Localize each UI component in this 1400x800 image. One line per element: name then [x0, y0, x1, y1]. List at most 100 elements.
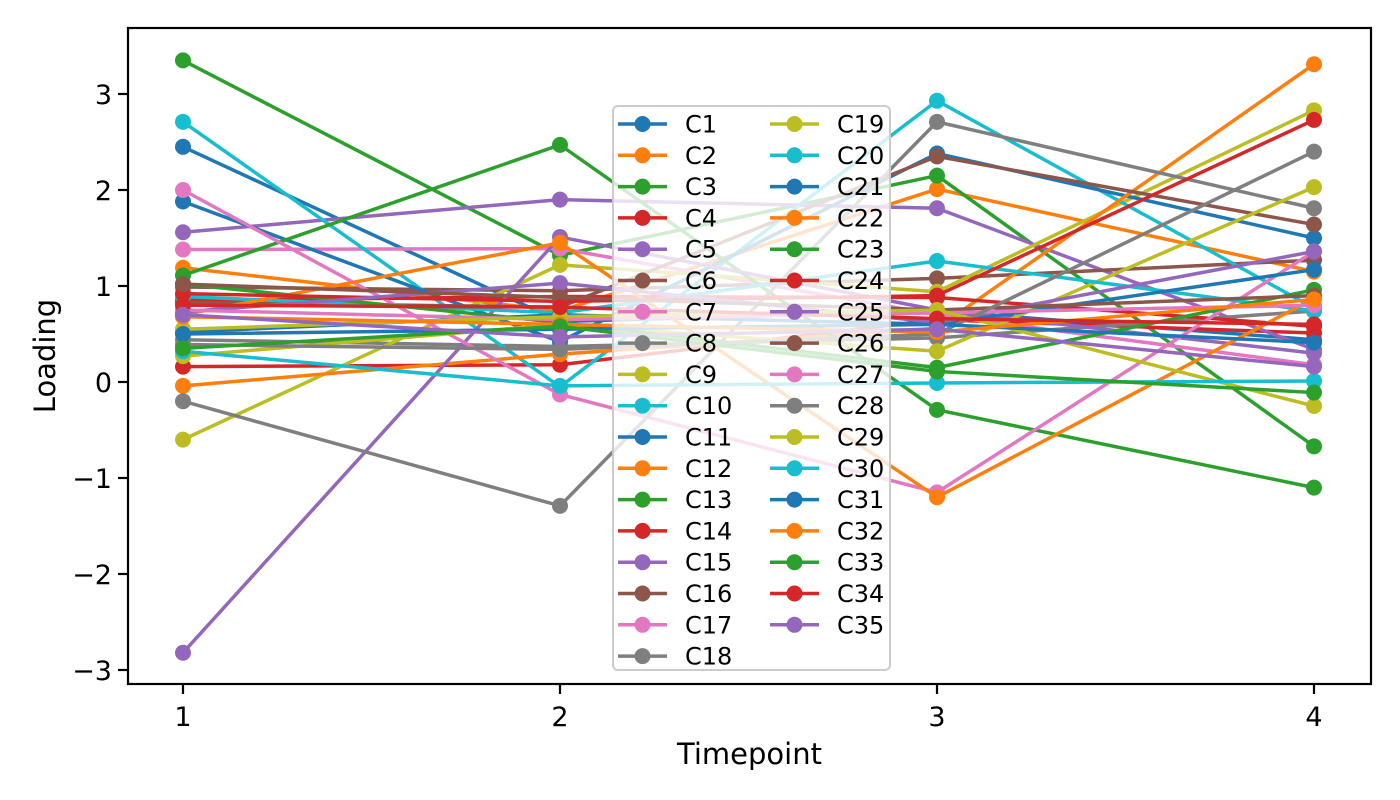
legend-item-C34: C34 — [770, 580, 884, 608]
y-tick-label: −3 — [72, 656, 112, 687]
plot-frame — [126, 26, 1373, 686]
legend-handle-marker — [786, 178, 803, 195]
data-point-C32-t4 — [1306, 291, 1322, 308]
legend-label: C32 — [837, 517, 884, 545]
legend-item-C25: C25 — [770, 298, 884, 326]
legend-item-C28: C28 — [770, 392, 884, 420]
data-point-C1-t1 — [175, 138, 191, 155]
legend-item-C7: C7 — [618, 298, 717, 326]
legend-handle-marker — [634, 147, 651, 164]
data-point-C3-t3 — [929, 167, 945, 184]
legend-label: C1 — [685, 111, 717, 139]
legend-handle-marker — [786, 241, 803, 258]
y-tick-label: −1 — [72, 464, 112, 495]
data-point-C35-t1 — [175, 306, 191, 323]
legend-handle-marker — [786, 272, 803, 289]
data-point-C34-t4 — [1306, 316, 1322, 333]
legend-label: C8 — [685, 330, 717, 358]
data-point-C30-t2 — [552, 377, 568, 394]
legend-handle-marker — [634, 178, 651, 195]
data-point-C35-t2 — [552, 328, 568, 345]
data-point-C6-t3 — [929, 270, 945, 287]
data-point-C16-t4 — [1306, 216, 1322, 233]
legend-handle-marker — [634, 241, 651, 258]
legend-label: C29 — [837, 424, 884, 452]
legend-item-C32: C32 — [770, 517, 884, 545]
data-point-C20-t3 — [929, 253, 945, 270]
legend-label: C25 — [837, 298, 884, 326]
legend-handle-marker — [786, 429, 803, 445]
legend-handle-marker — [786, 616, 803, 633]
legend-item-C16: C16 — [618, 580, 732, 608]
legend-item-C11: C11 — [618, 424, 732, 452]
legend-handle-marker — [786, 491, 803, 508]
legend-item-C22: C22 — [770, 204, 884, 232]
data-point-C22-t3 — [929, 489, 945, 506]
y-axis-label: Loading — [28, 299, 62, 413]
legend-item-C2: C2 — [618, 142, 717, 170]
legend-label: C13 — [685, 486, 732, 514]
data-point-C3-t4 — [1306, 438, 1322, 455]
legend-label: C5 — [685, 236, 717, 264]
x-tick-label: 4 — [1305, 702, 1322, 733]
legend-handle-marker — [634, 366, 651, 383]
legend-item-C18: C18 — [618, 643, 732, 671]
legend-label: C31 — [837, 486, 884, 514]
y-tick-label: 0 — [95, 368, 112, 399]
y-tick-label: 3 — [95, 80, 112, 111]
legend-item-C21: C21 — [770, 173, 884, 201]
legend-handle-marker — [786, 209, 803, 226]
legend-item-C33: C33 — [770, 549, 884, 577]
legend-item-C10: C10 — [618, 392, 732, 420]
legend-label: C12 — [685, 455, 732, 483]
legend-frame — [612, 105, 891, 671]
data-point-C31-t4 — [1306, 334, 1322, 351]
data-point-C11-t1 — [175, 193, 191, 210]
data-point-C10-t3 — [929, 92, 945, 109]
data-point-C13-t3 — [929, 401, 945, 418]
data-point-C10-t1 — [175, 113, 191, 130]
legend-item-C9: C9 — [618, 361, 717, 389]
legend-label: C16 — [685, 580, 732, 608]
legend-label: C15 — [685, 549, 732, 577]
legend-item-C20: C20 — [770, 142, 884, 170]
data-point-C18-t3 — [929, 113, 945, 130]
data-point-C15-t1 — [175, 644, 191, 661]
data-point-C33-t3 — [929, 363, 945, 380]
data-point-C33-t4 — [1306, 384, 1322, 401]
legend-label: C18 — [685, 643, 732, 671]
legend-handle-marker — [634, 522, 651, 539]
legend-label: C10 — [685, 392, 732, 420]
data-point-C18-t1 — [175, 393, 191, 410]
x-tick-label: 2 — [551, 702, 568, 733]
data-point-C9-t1 — [175, 431, 191, 448]
legend-handle-marker — [634, 491, 651, 508]
legend-label: C24 — [837, 267, 884, 295]
data-point-C9-t2 — [552, 256, 568, 273]
legend-label: C28 — [837, 392, 884, 420]
legend-handle-marker — [634, 460, 651, 477]
x-tick-label: 3 — [928, 702, 945, 733]
data-point-C2-t3 — [929, 181, 945, 198]
legend-label: C34 — [837, 580, 884, 608]
legend-label: C17 — [685, 611, 732, 639]
legend-item-C14: C14 — [618, 517, 732, 545]
data-point-C12-t4 — [1306, 56, 1322, 73]
legend-item-C5: C5 — [618, 236, 717, 264]
legend-label: C4 — [685, 204, 717, 232]
legend-label: C30 — [837, 455, 884, 483]
data-point-C35-t3 — [929, 321, 945, 338]
legend-handle-marker — [634, 648, 651, 665]
axes: 3 2 1 0 −1 −2 −3 1 2 3 4 Timepoint Loading — [28, 26, 1373, 771]
data-point-C24-t3 — [929, 287, 945, 304]
legend-handle-marker — [786, 585, 803, 602]
legend-label: C11 — [685, 424, 732, 452]
legend-handle-marker — [634, 272, 651, 289]
legend-label: C26 — [837, 330, 884, 358]
data-point-C21-t4 — [1306, 261, 1322, 278]
data-point-C22-t2 — [552, 234, 568, 251]
y-tick-label: 1 — [95, 272, 112, 303]
legend-label: C22 — [837, 204, 884, 232]
data-point-C19-t4 — [1306, 179, 1322, 196]
data-point-C28-t2 — [552, 341, 568, 358]
